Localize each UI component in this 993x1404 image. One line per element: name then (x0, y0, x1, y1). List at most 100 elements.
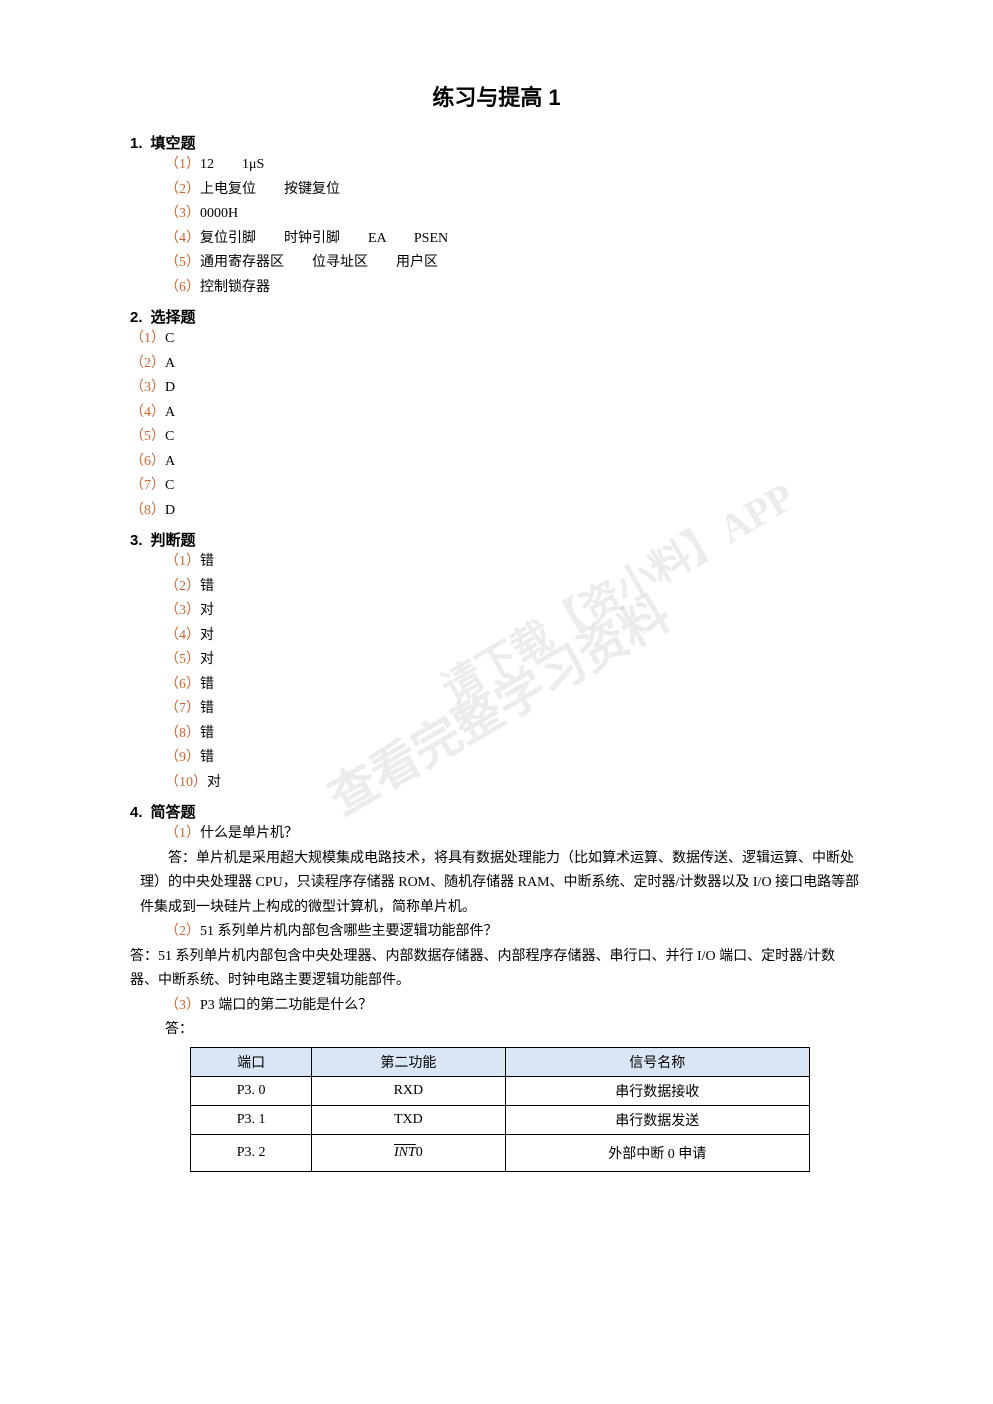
item-text: 对 (200, 652, 214, 667)
item-text: 通用寄存器区 位寻址区 用户区 (200, 255, 438, 270)
q1-text: 什么是单片机？ (200, 826, 298, 841)
list-item: （10）对 (165, 771, 863, 796)
list-item: （1）错 (165, 550, 863, 575)
section-1-num: 1. (130, 135, 143, 152)
section-3-header: 3. 判断题 (130, 529, 863, 550)
item-paren: （10） (165, 775, 207, 790)
item-text: 12 1μS (200, 157, 264, 172)
item-text: C (165, 331, 174, 346)
section-1-label: 填空题 (151, 135, 196, 152)
list-item: （4）A (130, 401, 863, 426)
list-item: （1）C (130, 327, 863, 352)
list-item: （8）错 (165, 722, 863, 747)
document-content: 练习与提高 1 1.填空题 （1）12 1μS（2）上电复位 按键复位（3）00… (130, 80, 863, 1172)
section-2-header: 2. 选择题 (130, 306, 863, 327)
list-item: （7）错 (165, 697, 863, 722)
table-cell-port: P3. 2 (191, 1134, 312, 1171)
qa-block-1: （1）什么是单片机？ 答：单片机是采用超大规模集成电路技术，将具有数据处理能力（… (130, 822, 863, 920)
q2-answer: 答：51 系列单片机内部包含中央处理器、内部数据存储器、内部程序存储器、串行口、… (130, 945, 863, 994)
item-text: 错 (200, 579, 214, 594)
list-item: （4）复位引脚 时钟引脚 EA PSEN (165, 227, 863, 252)
item-paren: （6） (165, 280, 200, 295)
list-item: （4）对 (165, 624, 863, 649)
item-text: 复位引脚 时钟引脚 EA PSEN (200, 231, 448, 246)
q3-paren: （3） (165, 998, 200, 1013)
list-item: （9）错 (165, 746, 863, 771)
list-item: （1）12 1μS (165, 153, 863, 178)
item-text: 错 (200, 726, 214, 741)
item-paren: （6） (165, 677, 200, 692)
item-paren: （2） (165, 579, 200, 594)
document-title: 练习与提高 1 (130, 80, 863, 112)
list-item: （8）D (130, 499, 863, 524)
item-text: 0000H (200, 206, 238, 221)
item-paren: （1） (130, 331, 165, 346)
qa-block-2: （2）51 系列单片机内部包含哪些主要逻辑功能部件？ 答：51 系列单片机内部包… (130, 920, 863, 994)
table-cell-func: INT0 (312, 1134, 505, 1171)
table-cell-func: TXD (312, 1105, 505, 1134)
item-paren: （7） (130, 478, 165, 493)
list-item: （5）对 (165, 648, 863, 673)
list-item: （2）A (130, 352, 863, 377)
item-paren: （9） (165, 750, 200, 765)
table-cell-signal: 外部中断 0 申请 (505, 1134, 809, 1171)
table-cell-signal: 串行数据接收 (505, 1076, 809, 1105)
list-item: （3）0000H (165, 202, 863, 227)
q3-text: P3 端口的第二功能是什么？ (200, 998, 372, 1013)
section-2-num: 2. (130, 309, 143, 326)
list-item: （6）错 (165, 673, 863, 698)
q1-answer: 答：单片机是采用超大规模集成电路技术，将具有数据处理能力（比如算术运算、数据传送… (140, 847, 863, 921)
item-text: 控制锁存器 (200, 280, 270, 295)
list-item: （7）C (130, 474, 863, 499)
item-text: D (165, 503, 175, 518)
item-paren: （3） (165, 603, 200, 618)
section-4-label: 简答题 (151, 804, 196, 821)
item-paren: （1） (165, 554, 200, 569)
section-1-header: 1. 填空题 (130, 132, 863, 153)
item-paren: （2） (130, 356, 165, 371)
item-text: A (165, 405, 175, 420)
item-text: 对 (207, 775, 221, 790)
table-row: P3. 1TXD串行数据发送 (191, 1105, 810, 1134)
item-text: A (165, 356, 175, 371)
list-item: （6）A (130, 450, 863, 475)
qa-block-3: （3）P3 端口的第二功能是什么？ 答： (130, 994, 863, 1043)
item-text: 对 (200, 628, 214, 643)
table-header-func: 第二功能 (312, 1047, 505, 1076)
q2-paren: （2） (165, 924, 200, 939)
table-cell-port: P3. 1 (191, 1105, 312, 1134)
table-header-port: 端口 (191, 1047, 312, 1076)
item-paren: （3） (165, 206, 200, 221)
item-paren: （6） (130, 454, 165, 469)
item-text: A (165, 454, 175, 469)
list-item: （5）C (130, 425, 863, 450)
list-item: （3）对 (165, 599, 863, 624)
q3-question: （3）P3 端口的第二功能是什么？ (165, 994, 863, 1019)
item-text: 上电复位 按键复位 (200, 182, 340, 197)
item-paren: （2） (165, 182, 200, 197)
item-paren: （5） (165, 652, 200, 667)
section-4-header: 4. 简答题 (130, 801, 863, 822)
item-paren: （4） (165, 231, 200, 246)
item-text: D (165, 380, 175, 395)
list-item: （2）错 (165, 575, 863, 600)
q2-text: 51 系列单片机内部包含哪些主要逻辑功能部件？ (200, 924, 498, 939)
item-text: 错 (200, 701, 214, 716)
section-3-num: 3. (130, 532, 143, 549)
item-paren: （1） (165, 157, 200, 172)
p3-function-table: 端口 第二功能 信号名称 P3. 0RXD串行数据接收P3. 1TXD串行数据发… (190, 1047, 810, 1172)
section-4-num: 4. (130, 804, 143, 821)
list-item: （6）控制锁存器 (165, 276, 863, 301)
item-text: 错 (200, 554, 214, 569)
item-text: C (165, 429, 174, 444)
q3-answer-label: 答： (165, 1018, 863, 1043)
section-2-label: 选择题 (151, 309, 196, 326)
item-paren: （4） (165, 628, 200, 643)
item-text: C (165, 478, 174, 493)
table-header-row: 端口 第二功能 信号名称 (191, 1047, 810, 1076)
section-3-label: 判断题 (151, 532, 196, 549)
q1-paren: （1） (165, 826, 200, 841)
item-text: 错 (200, 750, 214, 765)
item-text: 对 (200, 603, 214, 618)
item-paren: （5） (165, 255, 200, 270)
